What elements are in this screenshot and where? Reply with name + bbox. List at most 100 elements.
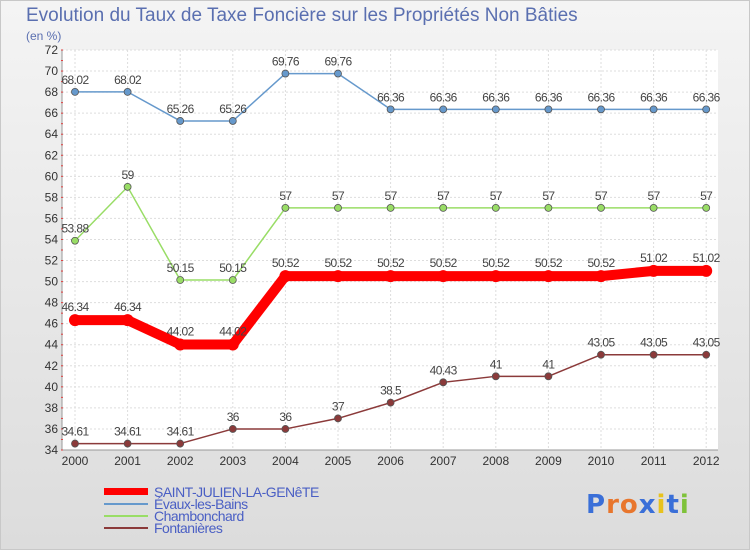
data-label: 34.61	[114, 425, 142, 439]
data-label: 57	[332, 189, 345, 203]
data-point	[123, 182, 132, 191]
x-tick-label: 2008	[482, 454, 509, 468]
y-tick-label: 68	[45, 85, 59, 99]
y-tick-label: 46	[45, 317, 59, 331]
data-label: 43.05	[587, 336, 615, 350]
data-point	[491, 105, 500, 114]
x-tick-label: 2011	[641, 454, 667, 468]
data-point	[702, 203, 711, 212]
data-label: 66.36	[430, 90, 458, 104]
data-label: 50.52	[272, 256, 300, 270]
data-label: 68.02	[114, 73, 142, 87]
logo-letter: i	[679, 490, 690, 520]
y-tick-label: 54	[45, 232, 59, 246]
data-label: 50.15	[219, 261, 247, 275]
y-tick-label: 72	[45, 43, 59, 57]
data-label: 66.36	[640, 90, 668, 104]
data-label: 51.02	[693, 251, 721, 265]
data-point	[439, 378, 448, 387]
data-label: 44.02	[219, 325, 247, 339]
data-point	[228, 425, 237, 433]
data-label: 66.36	[482, 90, 510, 104]
data-label: 50.52	[430, 256, 458, 270]
logo-letter: o	[619, 490, 639, 520]
data-label: 43.05	[693, 336, 721, 350]
data-label: 46.34	[114, 300, 142, 314]
data-label: 66.36	[377, 90, 405, 104]
legend-label: Chambonchard	[154, 508, 244, 524]
x-tick-label: 2009	[535, 454, 562, 468]
y-tick-label: 66	[45, 106, 59, 120]
data-point	[334, 414, 342, 423]
y-tick-label: 62	[45, 148, 59, 162]
chart-subtitle: (en %)	[26, 29, 62, 43]
x-tick-label: 2003	[219, 454, 246, 468]
data-label: 57	[700, 189, 713, 203]
x-tick-label: 2006	[377, 454, 404, 468]
data-point	[439, 203, 448, 212]
data-label: 57	[595, 189, 608, 203]
data-point	[647, 264, 660, 277]
legend-label: Fontanières	[154, 520, 223, 536]
x-tick-label: 2007	[430, 454, 457, 468]
y-tick-label: 50	[45, 275, 59, 289]
data-point	[69, 314, 81, 327]
legend-item-fontanieres: Fontanières	[104, 520, 364, 536]
data-point	[491, 372, 500, 381]
legend-swatch	[104, 503, 148, 505]
y-tick-label: 44	[45, 338, 59, 352]
data-label: 66.36	[587, 90, 615, 104]
legend-item-chambonchard: Chambonchard	[104, 508, 364, 524]
x-tick-label: 2001	[114, 454, 141, 468]
data-point	[228, 276, 237, 284]
data-point	[700, 264, 713, 277]
data-point	[491, 203, 500, 212]
x-tick-label: 2010	[588, 454, 615, 468]
y-tick-label: 58	[45, 190, 59, 204]
data-point	[71, 87, 79, 96]
data-label: 34.61	[167, 425, 195, 439]
data-label: 34.61	[61, 425, 89, 439]
legend-label: SAINT-JULIEN-LA-GENêTE	[154, 484, 319, 500]
data-point	[176, 439, 185, 448]
data-label: 46.34	[61, 300, 89, 314]
x-tick-label: 2002	[167, 454, 194, 468]
data-point	[332, 270, 344, 283]
data-point	[123, 439, 132, 448]
legend-label: Évaux-les-Bains	[154, 496, 248, 512]
y-tick-label: 42	[45, 359, 59, 373]
y-tick-label: 38	[45, 401, 59, 415]
data-point	[439, 105, 448, 114]
data-label: 36	[227, 410, 240, 424]
data-point	[281, 425, 290, 433]
data-point	[597, 105, 605, 114]
data-point	[542, 270, 555, 283]
y-tick-label: 52	[45, 254, 59, 268]
data-label: 50.52	[324, 256, 352, 270]
data-point	[386, 203, 395, 212]
data-point	[386, 398, 395, 407]
x-tick-label: 2012	[693, 454, 720, 468]
x-tick-label: 2000	[62, 454, 89, 468]
data-point	[595, 270, 607, 283]
data-label: 50.52	[535, 256, 563, 270]
data-point	[544, 372, 553, 381]
data-label: 68.02	[61, 73, 89, 87]
data-point	[123, 87, 132, 96]
data-label: 41	[490, 357, 503, 371]
data-point	[281, 69, 290, 78]
data-point	[702, 105, 711, 114]
logo-letter: t	[666, 490, 680, 520]
legend-swatch	[104, 527, 148, 529]
data-label: 65.26	[219, 102, 247, 116]
data-point	[174, 338, 187, 351]
data-label: 50.52	[482, 256, 510, 270]
chart-title: Evolution du Taux de Taxe Foncière sur l…	[26, 5, 578, 26]
data-label: 57	[385, 189, 398, 203]
x-tick-label: 2004	[272, 454, 299, 468]
data-point	[334, 69, 342, 78]
data-label: 41	[542, 357, 555, 371]
legend-swatch	[104, 488, 148, 495]
logo-letter: i	[656, 490, 667, 520]
data-label: 53.88	[61, 222, 89, 236]
